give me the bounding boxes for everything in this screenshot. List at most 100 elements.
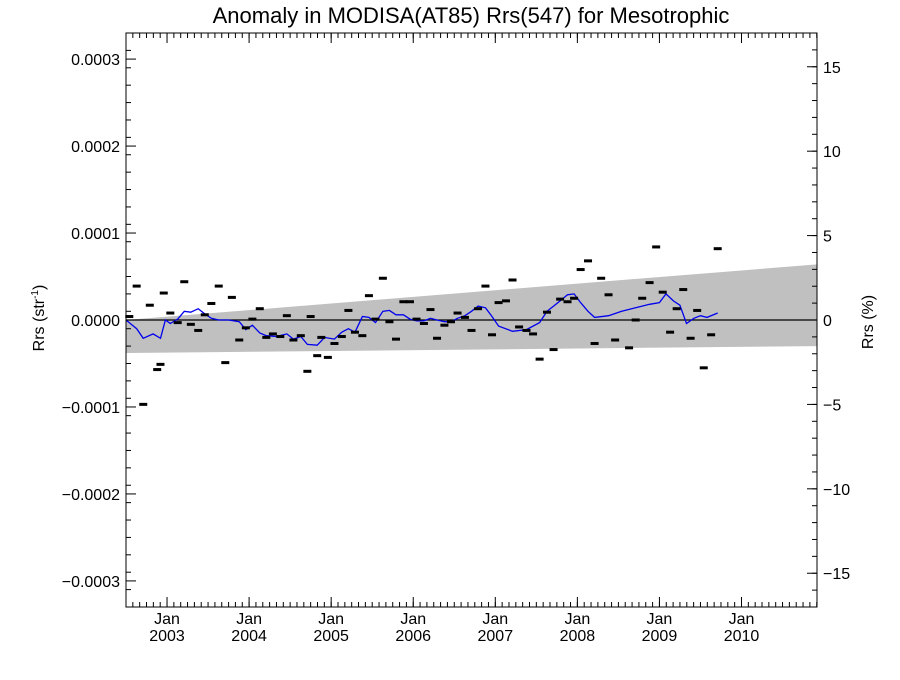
y-left-tick-label: 0.0001 bbox=[71, 226, 120, 243]
data-point bbox=[467, 328, 476, 332]
data-point bbox=[460, 315, 469, 319]
data-point bbox=[501, 299, 510, 303]
data-point-marker bbox=[488, 333, 497, 337]
data-point bbox=[378, 276, 387, 280]
data-point bbox=[549, 348, 558, 352]
data-point-marker bbox=[323, 355, 332, 359]
data-point-marker bbox=[474, 307, 483, 311]
data-point-marker bbox=[570, 296, 579, 300]
data-point bbox=[221, 361, 230, 365]
data-point bbox=[440, 323, 449, 327]
data-point-marker bbox=[255, 307, 264, 311]
data-point bbox=[576, 268, 585, 272]
data-point bbox=[666, 330, 675, 334]
data-point bbox=[399, 300, 408, 304]
data-point-marker bbox=[296, 334, 305, 338]
data-point-marker bbox=[515, 325, 524, 329]
data-point-marker bbox=[699, 366, 708, 370]
y-axis-left-label: Rrs (str-1) bbox=[30, 285, 48, 352]
data-point bbox=[323, 355, 332, 359]
y-right-tick-label: −10 bbox=[823, 482, 850, 499]
data-point bbox=[200, 313, 209, 317]
data-point-marker bbox=[713, 247, 722, 251]
data-point bbox=[481, 284, 490, 288]
data-point-marker bbox=[227, 295, 236, 299]
data-point bbox=[282, 314, 291, 318]
data-point-marker bbox=[679, 288, 688, 292]
data-point bbox=[262, 335, 271, 339]
data-point-marker bbox=[467, 328, 476, 332]
data-point-marker bbox=[330, 341, 339, 345]
data-point bbox=[207, 301, 216, 305]
plot-area: 0.0003 0.0002 0.0001 0.0000 −0.0001 −0.0002 −0… bbox=[62, 32, 850, 645]
x-tick-year-label: 2010 bbox=[724, 628, 760, 645]
data-point-marker bbox=[631, 318, 640, 322]
data-point bbox=[433, 336, 442, 340]
data-point bbox=[276, 335, 285, 339]
data-point-marker bbox=[303, 369, 312, 373]
data-point-marker bbox=[666, 330, 675, 334]
data-point bbox=[337, 335, 346, 339]
data-point bbox=[405, 300, 414, 304]
data-point bbox=[584, 259, 593, 263]
data-point-marker bbox=[125, 315, 134, 319]
data-point-marker bbox=[282, 314, 291, 318]
data-point bbox=[508, 278, 517, 282]
data-point-marker bbox=[378, 276, 387, 280]
data-point bbox=[296, 334, 305, 338]
data-point bbox=[590, 341, 599, 345]
data-point-marker bbox=[611, 338, 620, 342]
data-point bbox=[570, 296, 579, 300]
y-right-tick-label: 15 bbox=[823, 60, 841, 77]
data-point bbox=[303, 369, 312, 373]
data-point-marker bbox=[235, 338, 244, 342]
data-point-marker bbox=[371, 317, 380, 321]
y-axis-right-label: Rrs (%) bbox=[860, 295, 877, 349]
data-point-marker bbox=[337, 335, 346, 339]
data-point-marker bbox=[453, 311, 462, 315]
y-right-tick-label: −15 bbox=[823, 566, 850, 583]
y-left-tick-label: 0.0003 bbox=[71, 52, 120, 69]
data-point bbox=[672, 307, 681, 311]
data-point bbox=[563, 300, 572, 304]
data-point bbox=[180, 280, 189, 284]
data-point bbox=[707, 333, 716, 337]
data-point-marker bbox=[145, 303, 154, 307]
data-point-marker bbox=[159, 291, 168, 295]
data-point-marker bbox=[385, 320, 394, 324]
data-point-marker bbox=[440, 323, 449, 327]
x-tick-month-label: Jan bbox=[154, 611, 180, 628]
data-point-marker bbox=[426, 308, 435, 312]
data-point-marker bbox=[707, 333, 716, 337]
data-point bbox=[364, 294, 373, 298]
data-point-marker bbox=[535, 357, 544, 361]
x-tick-year-label: 2003 bbox=[149, 628, 185, 645]
y-axis-left-label-end: ) bbox=[31, 285, 48, 290]
x-tick-month-label: Jan bbox=[236, 611, 262, 628]
running-mean-line bbox=[125, 292, 718, 346]
x-tick-month-label: Jan bbox=[482, 611, 508, 628]
data-point bbox=[625, 346, 634, 350]
data-point-marker bbox=[590, 341, 599, 345]
data-point-marker bbox=[350, 330, 359, 334]
data-point-marker bbox=[645, 281, 654, 285]
data-point-marker bbox=[686, 336, 695, 340]
data-point bbox=[153, 368, 162, 372]
x-tick-year-label: 2006 bbox=[395, 628, 431, 645]
data-point-marker bbox=[214, 284, 223, 288]
data-point-marker bbox=[153, 368, 162, 372]
data-point bbox=[235, 338, 244, 342]
data-point bbox=[679, 288, 688, 292]
data-point bbox=[453, 311, 462, 315]
data-point-marker bbox=[412, 317, 421, 321]
data-point-marker bbox=[446, 320, 455, 324]
y-left-tick-label: 0.0002 bbox=[71, 139, 120, 156]
data-point bbox=[412, 317, 421, 321]
x-tick-year-label: 2008 bbox=[560, 628, 596, 645]
data-point bbox=[156, 362, 165, 366]
data-point-marker bbox=[501, 299, 510, 303]
data-point-marker bbox=[549, 348, 558, 352]
data-point-marker bbox=[276, 335, 285, 339]
data-point-marker bbox=[156, 362, 165, 366]
data-point-marker bbox=[405, 300, 414, 304]
